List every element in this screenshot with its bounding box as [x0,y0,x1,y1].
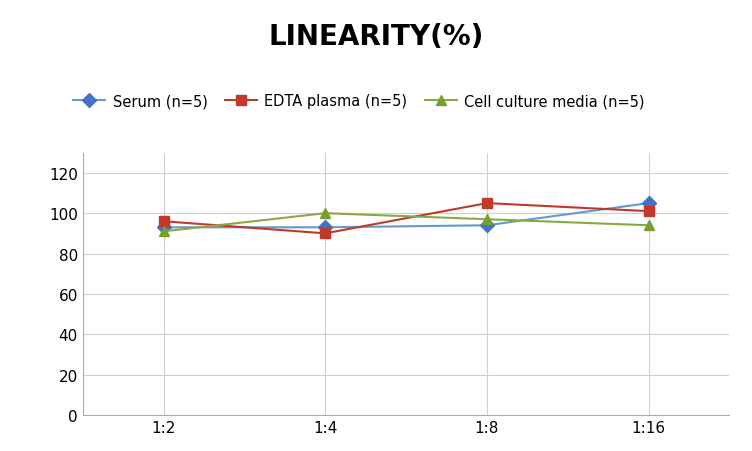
EDTA plasma (n=5) [159,219,168,225]
Cell culture media (n=5) [320,211,329,216]
Serum (n=5) [644,201,653,207]
Line: Serum (n=5): Serum (n=5) [159,199,653,233]
Serum (n=5) [320,225,329,230]
Serum (n=5) [159,225,168,230]
Cell culture media (n=5) [644,223,653,229]
Line: EDTA plasma (n=5): EDTA plasma (n=5) [159,199,653,239]
EDTA plasma (n=5) [483,201,492,207]
Legend: Serum (n=5), EDTA plasma (n=5), Cell culture media (n=5): Serum (n=5), EDTA plasma (n=5), Cell cul… [68,88,650,115]
Line: Cell culture media (n=5): Cell culture media (n=5) [159,209,653,237]
EDTA plasma (n=5) [644,209,653,214]
EDTA plasma (n=5) [320,231,329,236]
Cell culture media (n=5) [159,229,168,235]
Cell culture media (n=5) [483,217,492,222]
Text: LINEARITY(%): LINEARITY(%) [268,23,484,51]
Serum (n=5) [483,223,492,229]
